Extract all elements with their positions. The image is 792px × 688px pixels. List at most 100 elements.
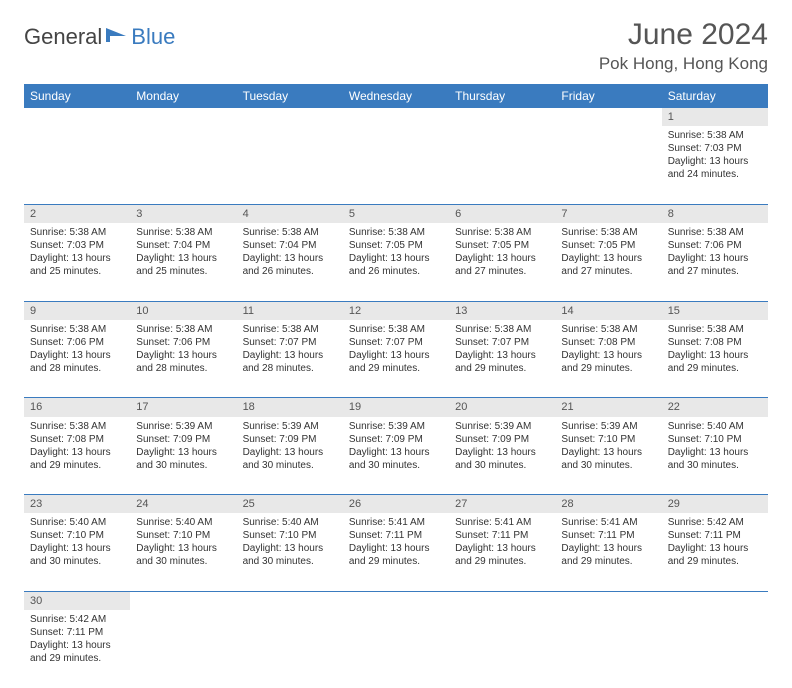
- sunset-line: Sunset: 7:10 PM: [561, 433, 655, 446]
- flag-icon: [106, 26, 128, 49]
- day-number: 13: [449, 301, 555, 320]
- day-number: [237, 108, 343, 126]
- location: Pok Hong, Hong Kong: [599, 54, 768, 74]
- sunset-line: Sunset: 7:11 PM: [349, 529, 443, 542]
- sunrise-line: Sunrise: 5:38 AM: [561, 226, 655, 239]
- sunrise-line: Sunrise: 5:39 AM: [561, 420, 655, 433]
- sunrise-line: Sunrise: 5:38 AM: [30, 226, 124, 239]
- day-cell: Sunrise: 5:38 AMSunset: 7:08 PMDaylight:…: [555, 320, 661, 398]
- day-cell: Sunrise: 5:38 AMSunset: 7:08 PMDaylight:…: [24, 417, 130, 495]
- daynum-row: 2345678: [24, 204, 768, 223]
- day-cell: [343, 610, 449, 688]
- sunrise-line: Sunrise: 5:38 AM: [30, 323, 124, 336]
- brand-part1: General: [24, 24, 102, 50]
- daylight-line: Daylight: 13 hours and 28 minutes.: [136, 349, 230, 375]
- daylight-line: Daylight: 13 hours and 26 minutes.: [243, 252, 337, 278]
- sunrise-line: Sunrise: 5:40 AM: [136, 516, 230, 529]
- day-cell: Sunrise: 5:41 AMSunset: 7:11 PMDaylight:…: [555, 513, 661, 591]
- day-cell: Sunrise: 5:42 AMSunset: 7:11 PMDaylight:…: [662, 513, 768, 591]
- sunrise-line: Sunrise: 5:38 AM: [243, 226, 337, 239]
- sunset-line: Sunset: 7:05 PM: [455, 239, 549, 252]
- sunrise-line: Sunrise: 5:41 AM: [455, 516, 549, 529]
- sunrise-line: Sunrise: 5:38 AM: [455, 226, 549, 239]
- sunset-line: Sunset: 7:07 PM: [349, 336, 443, 349]
- sunset-line: Sunset: 7:06 PM: [30, 336, 124, 349]
- day-cell: Sunrise: 5:38 AMSunset: 7:05 PMDaylight:…: [449, 223, 555, 301]
- day-cell: Sunrise: 5:42 AMSunset: 7:11 PMDaylight:…: [24, 610, 130, 688]
- day-number: 2: [24, 204, 130, 223]
- day-cell: Sunrise: 5:38 AMSunset: 7:06 PMDaylight:…: [662, 223, 768, 301]
- sunset-line: Sunset: 7:05 PM: [561, 239, 655, 252]
- sunset-line: Sunset: 7:03 PM: [30, 239, 124, 252]
- day-number: 8: [662, 204, 768, 223]
- day-number: 19: [343, 398, 449, 417]
- day-cell: Sunrise: 5:38 AMSunset: 7:04 PMDaylight:…: [130, 223, 236, 301]
- day-cell: [24, 126, 130, 204]
- brand-logo: General Blue: [24, 24, 175, 50]
- sunset-line: Sunset: 7:04 PM: [136, 239, 230, 252]
- daylight-line: Daylight: 13 hours and 30 minutes.: [136, 446, 230, 472]
- sunrise-line: Sunrise: 5:38 AM: [349, 226, 443, 239]
- day-number: 17: [130, 398, 236, 417]
- daylight-line: Daylight: 13 hours and 30 minutes.: [243, 542, 337, 568]
- day-number: [343, 591, 449, 610]
- sunset-line: Sunset: 7:06 PM: [668, 239, 762, 252]
- day-number: 24: [130, 495, 236, 514]
- daynum-row: 1: [24, 108, 768, 126]
- sunset-line: Sunset: 7:07 PM: [455, 336, 549, 349]
- daylight-line: Daylight: 13 hours and 30 minutes.: [349, 446, 443, 472]
- sunrise-line: Sunrise: 5:38 AM: [561, 323, 655, 336]
- sunrise-line: Sunrise: 5:38 AM: [668, 323, 762, 336]
- sunset-line: Sunset: 7:10 PM: [136, 529, 230, 542]
- day-number: 26: [343, 495, 449, 514]
- daylight-line: Daylight: 13 hours and 29 minutes.: [668, 349, 762, 375]
- day-number: 11: [237, 301, 343, 320]
- sunrise-line: Sunrise: 5:38 AM: [136, 323, 230, 336]
- day-cell: Sunrise: 5:39 AMSunset: 7:09 PMDaylight:…: [449, 417, 555, 495]
- day-number: 5: [343, 204, 449, 223]
- day-number: [662, 591, 768, 610]
- daylight-line: Daylight: 13 hours and 30 minutes.: [30, 542, 124, 568]
- day-number: [343, 108, 449, 126]
- week-row: Sunrise: 5:38 AMSunset: 7:06 PMDaylight:…: [24, 320, 768, 398]
- day-number: 20: [449, 398, 555, 417]
- day-number: 4: [237, 204, 343, 223]
- daylight-line: Daylight: 13 hours and 29 minutes.: [349, 542, 443, 568]
- weekday-header-row: SundayMondayTuesdayWednesdayThursdayFrid…: [24, 84, 768, 108]
- daylight-line: Daylight: 13 hours and 28 minutes.: [243, 349, 337, 375]
- day-number: 15: [662, 301, 768, 320]
- sunrise-line: Sunrise: 5:38 AM: [349, 323, 443, 336]
- header: General Blue June 2024 Pok Hong, Hong Ko…: [24, 18, 768, 74]
- day-number: 16: [24, 398, 130, 417]
- daylight-line: Daylight: 13 hours and 29 minutes.: [561, 349, 655, 375]
- weekday-header: Tuesday: [237, 84, 343, 108]
- daylight-line: Daylight: 13 hours and 24 minutes.: [668, 155, 762, 181]
- day-cell: Sunrise: 5:38 AMSunset: 7:07 PMDaylight:…: [449, 320, 555, 398]
- daylight-line: Daylight: 13 hours and 27 minutes.: [455, 252, 549, 278]
- sunset-line: Sunset: 7:09 PM: [349, 433, 443, 446]
- sunset-line: Sunset: 7:08 PM: [30, 433, 124, 446]
- sunset-line: Sunset: 7:11 PM: [561, 529, 655, 542]
- day-number: 30: [24, 591, 130, 610]
- sunrise-line: Sunrise: 5:38 AM: [455, 323, 549, 336]
- daylight-line: Daylight: 13 hours and 30 minutes.: [243, 446, 337, 472]
- day-cell: Sunrise: 5:38 AMSunset: 7:06 PMDaylight:…: [130, 320, 236, 398]
- sunrise-line: Sunrise: 5:41 AM: [561, 516, 655, 529]
- day-cell: [237, 610, 343, 688]
- day-number: 18: [237, 398, 343, 417]
- daylight-line: Daylight: 13 hours and 30 minutes.: [455, 446, 549, 472]
- day-cell: [449, 610, 555, 688]
- sunrise-line: Sunrise: 5:38 AM: [30, 420, 124, 433]
- day-cell: Sunrise: 5:38 AMSunset: 7:07 PMDaylight:…: [237, 320, 343, 398]
- day-cell: Sunrise: 5:39 AMSunset: 7:09 PMDaylight:…: [343, 417, 449, 495]
- sunset-line: Sunset: 7:10 PM: [30, 529, 124, 542]
- sunset-line: Sunset: 7:11 PM: [455, 529, 549, 542]
- sunset-line: Sunset: 7:07 PM: [243, 336, 337, 349]
- day-cell: Sunrise: 5:38 AMSunset: 7:05 PMDaylight:…: [343, 223, 449, 301]
- day-number: 12: [343, 301, 449, 320]
- sunrise-line: Sunrise: 5:40 AM: [668, 420, 762, 433]
- day-number: 9: [24, 301, 130, 320]
- day-number: [449, 108, 555, 126]
- day-number: 25: [237, 495, 343, 514]
- sunset-line: Sunset: 7:04 PM: [243, 239, 337, 252]
